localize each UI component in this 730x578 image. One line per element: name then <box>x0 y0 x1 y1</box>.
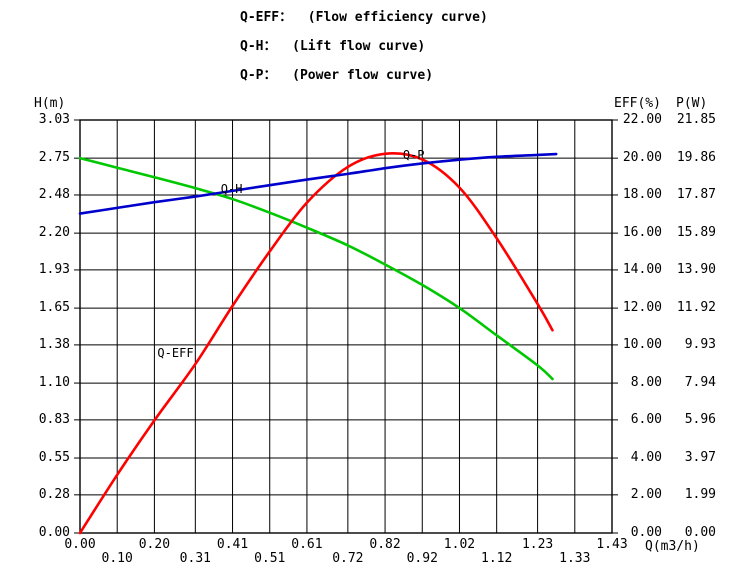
legend-desc-efficiency: (Flow efficiency curve) <box>307 10 488 25</box>
x-tick-8: 0.82 <box>369 537 401 552</box>
p-tick-7: 13.90 <box>676 261 716 277</box>
series-q-h <box>78 156 554 381</box>
eff-tick-7: 14.00 <box>622 261 662 277</box>
p-tick-8: 15.89 <box>676 225 716 241</box>
legend-row-head: Q-H： (Lift flow curve) <box>240 35 425 54</box>
x-tick-14: 1.43 <box>596 537 628 552</box>
p-tick-11: 21.85 <box>676 112 716 127</box>
x-tick-9: 0.92 <box>406 551 438 566</box>
p-tick-4: 7.94 <box>684 375 716 391</box>
legend-row-efficiency: Q-EFF： (Flow efficiency curve) <box>240 6 488 25</box>
x-tick-5: 0.51 <box>254 551 286 566</box>
x-tick-12: 1.23 <box>521 537 554 552</box>
left-tick-10: 2.75 <box>38 150 70 166</box>
eff-tick-1: 2.00 <box>630 486 662 502</box>
left-tick-7: 1.93 <box>38 261 70 277</box>
x-tick-4: 0.41 <box>216 537 249 552</box>
right-power-axis-title: P(W) <box>676 96 708 111</box>
eff-tick-0: 0.00 <box>630 525 662 540</box>
x-tick-13: 1.33 <box>559 551 591 566</box>
eff-tick-11: 22.00 <box>622 112 662 127</box>
legend-desc-head: (Lift flow curve) <box>292 39 426 54</box>
p-tick-10: 19.86 <box>676 150 716 166</box>
p-tick-2: 3.97 <box>684 450 716 466</box>
right-efficiency-axis-title: EFF(%) <box>614 96 661 111</box>
curve-label-qh: Q-H <box>220 181 243 196</box>
p-tick-9: 17.87 <box>676 186 716 202</box>
p-tick-5: 9.93 <box>684 336 716 352</box>
left-tick-9: 2.48 <box>38 186 70 202</box>
x-tick-6: 0.61 <box>291 537 323 552</box>
curve-label-qp: Q-P <box>402 148 425 163</box>
legend-desc-power: (Power flow curve) <box>292 68 434 83</box>
x-tick-0: 0.00 <box>64 537 96 552</box>
x-tick-10: 1.02 <box>443 537 476 552</box>
p-tick-6: 11.92 <box>676 300 716 316</box>
left-tick-11: 3.03 <box>38 112 70 127</box>
eff-tick-2: 4.00 <box>630 450 662 466</box>
left-tick-5: 1.38 <box>38 336 70 352</box>
eff-tick-4: 8.00 <box>630 375 662 391</box>
p-tick-1: 1.99 <box>684 486 716 502</box>
left-tick-2: 0.55 <box>38 450 70 466</box>
legend-row-power: Q-P： (Power flow curve) <box>240 64 433 83</box>
x-tick-11: 1.12 <box>481 551 513 566</box>
series-q-eff <box>78 152 554 535</box>
x-axis-title: Q(m3/h) <box>645 539 700 554</box>
left-tick-8: 2.20 <box>38 225 70 241</box>
eff-tick-10: 20.00 <box>622 150 662 166</box>
legend-key-efficiency: Q-EFF： <box>240 10 293 25</box>
eff-tick-6: 12.00 <box>622 300 662 316</box>
x-tick-1: 0.10 <box>101 551 133 566</box>
left-tick-3: 0.83 <box>38 411 70 427</box>
legend-key-head: Q-H： <box>240 39 277 54</box>
left-tick-6: 1.65 <box>38 300 70 316</box>
curve-label-qeff: Q-EFF <box>157 346 194 361</box>
x-tick-3: 0.31 <box>179 551 211 566</box>
p-tick-3: 5.96 <box>684 411 716 427</box>
legend-key-power: Q-P： <box>240 68 277 83</box>
x-tick-7: 0.72 <box>332 551 364 566</box>
eff-tick-9: 18.00 <box>622 186 662 202</box>
series-q-p <box>78 152 558 215</box>
p-tick-0: 0.00 <box>684 525 716 540</box>
x-tick-2: 0.20 <box>138 537 171 552</box>
eff-tick-5: 10.00 <box>622 336 662 352</box>
eff-tick-3: 6.00 <box>630 411 662 427</box>
left-tick-0: 0.00 <box>38 525 70 540</box>
left-tick-1: 0.28 <box>38 486 70 502</box>
eff-tick-8: 16.00 <box>622 225 662 241</box>
left-tick-4: 1.10 <box>38 375 70 391</box>
left-axis-title: H(m) <box>34 96 66 111</box>
